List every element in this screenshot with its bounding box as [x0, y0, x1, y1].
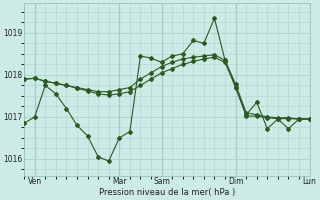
X-axis label: Pression niveau de la mer( hPa ): Pression niveau de la mer( hPa )	[99, 188, 235, 197]
